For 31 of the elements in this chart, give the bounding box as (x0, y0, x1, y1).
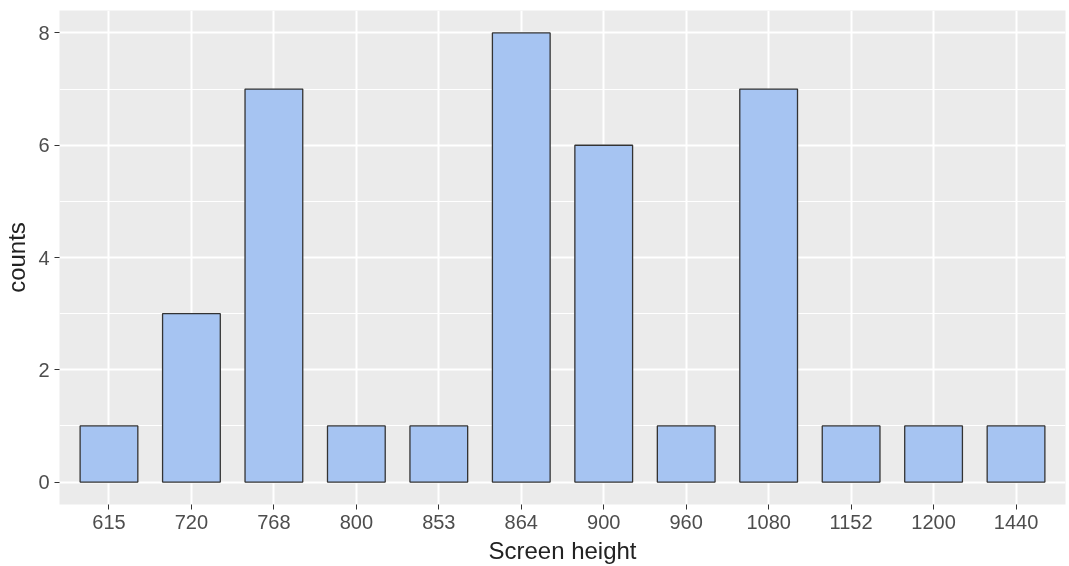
bar (574, 144, 634, 483)
x-tick-label: 720 (174, 510, 209, 533)
y-tick-label: 2 (38, 358, 50, 381)
x-tick-label: 768 (257, 510, 291, 533)
x-tick-label: 1152 (829, 510, 873, 533)
y-axis-title: counts (3, 222, 31, 293)
x-tick-label: 960 (669, 510, 703, 533)
x-tick-label: 853 (422, 510, 456, 533)
bar (491, 32, 551, 483)
x-tick-label: 864 (504, 510, 538, 533)
x-tick-label: 800 (339, 510, 374, 533)
bar (739, 88, 799, 483)
x-tick-label: 900 (587, 510, 621, 533)
x-tick-label: 1440 (993, 510, 1039, 533)
x-tick-label: 615 (92, 510, 126, 533)
bar (986, 425, 1046, 483)
y-tick-label: 0 (38, 471, 50, 494)
y-tick-label: 6 (38, 134, 50, 157)
x-tick-label: 1200 (911, 510, 956, 533)
bar (79, 425, 139, 483)
bar (409, 425, 469, 483)
y-tick-label: 4 (38, 246, 50, 269)
bar (161, 312, 221, 483)
x-axis-title: Screen height (488, 536, 637, 564)
bar (821, 425, 881, 483)
bar (244, 88, 304, 483)
bar (904, 425, 964, 483)
bar (326, 425, 386, 483)
y-tick-label: 8 (38, 21, 50, 44)
bar (656, 425, 716, 483)
x-tick-label: 1080 (746, 510, 791, 533)
